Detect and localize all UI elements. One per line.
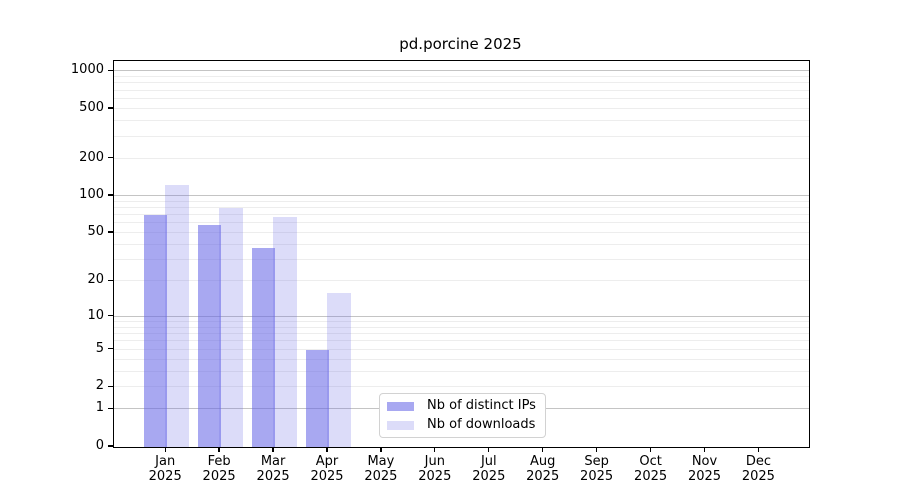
gridline-minor — [114, 98, 809, 99]
gridline-minor — [114, 326, 809, 328]
x-tick-label-jul: Jul 2025 — [472, 454, 506, 484]
gridline-minor — [114, 280, 809, 282]
y-tick-label: 0 — [95, 438, 104, 453]
x-tick-mark — [542, 447, 544, 452]
gridline-major — [114, 315, 809, 317]
bar-downloads-jan — [165, 185, 189, 447]
y-tick-label: 200 — [79, 149, 104, 165]
gridline-minor — [114, 157, 809, 159]
y-tick-mark — [108, 347, 113, 350]
gridline-minor — [114, 82, 809, 84]
gridline-minor — [114, 200, 809, 202]
x-tick-mark — [757, 447, 760, 452]
x-tick-mark — [649, 447, 652, 452]
gridline-minor — [114, 107, 809, 109]
y-tick-mark — [108, 279, 113, 282]
gridline-minor — [114, 222, 809, 224]
gridline-minor — [114, 89, 809, 91]
gridline-major — [114, 70, 809, 72]
x-tick-label-jan: Jan 2025 — [148, 454, 182, 484]
gridline-minor — [114, 120, 809, 121]
bar-downloads-mar — [273, 216, 297, 447]
y-tick-mark — [108, 194, 113, 196]
y-tick-label: 5 — [95, 340, 104, 356]
x-tick-label-apr: Apr 2025 — [310, 454, 344, 484]
legend: Nb of distinct IPs Nb of downloads — [379, 393, 546, 438]
legend-item-downloads: Nb of downloads — [387, 418, 536, 432]
gridline-minor — [114, 207, 809, 208]
x-tick-mark — [380, 447, 382, 452]
y-tick-mark — [108, 407, 113, 409]
gridline-minor — [114, 332, 809, 334]
y-tick-mark — [108, 156, 113, 159]
y-tick-mark — [108, 445, 113, 447]
x-tick-mark — [218, 447, 220, 452]
x-tick-label-may: May 2025 — [364, 454, 398, 484]
gridline-minor — [114, 135, 809, 137]
bar-distinct-ips-apr — [305, 349, 329, 447]
legend-label-downloads: Nb of downloads — [427, 417, 536, 432]
gridline-minor — [114, 259, 809, 261]
gridline-minor — [114, 358, 809, 360]
x-tick-label-sep: Sep 2025 — [580, 454, 614, 484]
y-tick-mark — [108, 107, 113, 109]
x-tick-mark — [595, 447, 598, 452]
y-tick-label: 50 — [87, 224, 104, 240]
x-tick-label-oct: Oct 2025 — [634, 454, 668, 484]
bar-distinct-ips-feb — [197, 225, 222, 447]
legend-swatch-distinct-ips — [387, 401, 414, 411]
bar-distinct-ips-mar — [251, 247, 276, 447]
gridline-minor — [114, 75, 809, 77]
chart-title: pd.porcine 2025 — [399, 35, 522, 53]
y-tick-label: 20 — [87, 272, 104, 288]
legend-label-distinct-ips: Nb of distinct IPs — [427, 398, 536, 413]
y-tick-label: 100 — [79, 187, 104, 202]
x-tick-label-nov: Nov 2025 — [687, 454, 722, 484]
y-tick-mark — [108, 314, 113, 317]
x-tick-mark — [434, 447, 436, 452]
bar-downloads-apr — [327, 292, 351, 447]
x-tick-label-dec: Dec 2025 — [741, 454, 775, 484]
gridline-minor — [114, 214, 809, 216]
y-tick-label: 1000 — [70, 62, 104, 78]
bar-downloads-feb — [219, 208, 243, 447]
legend-item-distinct-ips: Nb of distinct IPs — [387, 399, 536, 413]
y-tick-label: 2 — [95, 378, 104, 394]
gridline-minor — [114, 348, 809, 350]
x-tick-mark — [488, 447, 490, 452]
y-tick-mark — [108, 231, 113, 233]
x-tick-label-aug: Aug 2025 — [526, 454, 560, 484]
gridline-minor — [114, 244, 809, 245]
legend-swatch-downloads — [387, 420, 414, 430]
y-tick-label: 10 — [87, 307, 104, 323]
gridline-minor — [114, 340, 809, 342]
gridline-minor — [114, 370, 809, 372]
y-tick-mark — [108, 69, 113, 71]
gridline-major — [114, 195, 809, 196]
y-tick-label: 1 — [95, 400, 104, 416]
x-tick-label-feb: Feb 2025 — [202, 454, 236, 484]
x-tick-mark — [272, 447, 274, 452]
x-tick-mark — [326, 447, 328, 452]
bar-distinct-ips-jan — [143, 215, 168, 447]
x-tick-mark — [164, 447, 166, 452]
y-tick-mark — [108, 385, 113, 387]
gridline-minor — [114, 232, 809, 234]
gridline-minor — [114, 386, 809, 388]
x-tick-mark — [703, 447, 706, 452]
x-tick-label-jun: Jun 2025 — [418, 454, 452, 484]
gridline-minor — [114, 320, 809, 322]
x-tick-label-mar: Mar 2025 — [256, 454, 290, 484]
plot-area — [113, 60, 810, 448]
y-tick-label: 500 — [79, 99, 104, 115]
